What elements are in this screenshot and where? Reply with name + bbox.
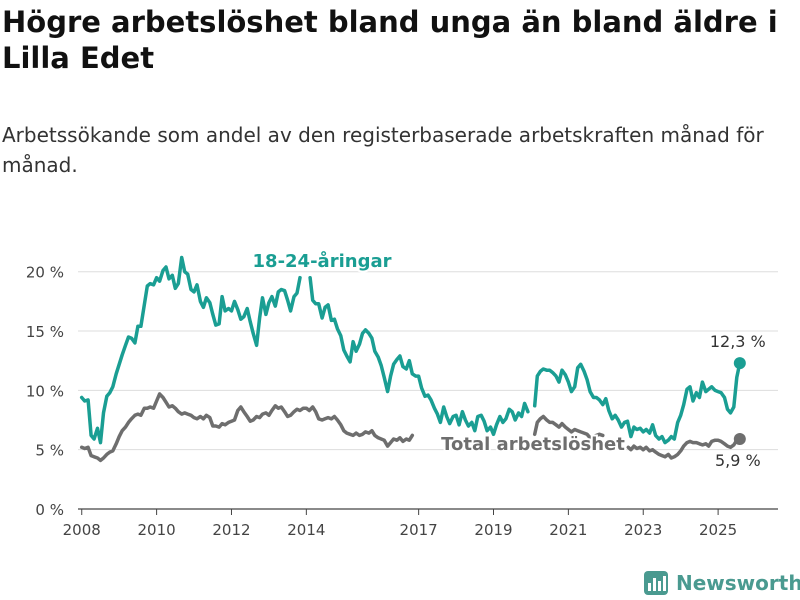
chart-title: Högre arbetslöshet bland unga än bland ä… [2, 5, 778, 75]
end-point-marker [733, 357, 746, 370]
y-tick-label: 0 % [35, 501, 64, 519]
series-label: Total arbetslöshet [441, 434, 625, 455]
series-label: 18-24-åringar [253, 250, 392, 272]
x-tick-label: 2010 [138, 521, 176, 539]
newsworthy-logo: Newsworthy [644, 568, 800, 598]
x-tick-label: 2017 [400, 521, 438, 539]
x-tick-label: 2008 [63, 521, 101, 539]
end-point-marker [733, 433, 746, 446]
bar-chart-icon [644, 571, 668, 595]
end-value-label: 5,9 % [715, 451, 761, 470]
y-tick-label: 20 % [26, 264, 64, 282]
series-line [79, 392, 415, 463]
series-line [532, 361, 742, 445]
y-tick-label: 5 % [35, 442, 64, 460]
series-line [79, 255, 302, 445]
series-line [532, 414, 605, 440]
x-tick-label: 2025 [699, 521, 737, 539]
x-tick-label: 2019 [474, 521, 512, 539]
chart-subtitle: Arbetssökande som andel av den registerb… [2, 123, 764, 177]
y-tick-label: 15 % [26, 323, 64, 341]
x-tick-label: 2012 [212, 521, 250, 539]
x-tick-label: 2014 [287, 521, 325, 539]
series-line [626, 437, 742, 460]
y-tick-label: 10 % [26, 382, 64, 400]
end-value-label: 12,3 % [710, 332, 766, 351]
x-tick-label: 2021 [549, 521, 587, 539]
x-tick-label: 2023 [624, 521, 662, 539]
logo-text: Newsworthy [676, 571, 800, 595]
series-line [308, 275, 530, 437]
